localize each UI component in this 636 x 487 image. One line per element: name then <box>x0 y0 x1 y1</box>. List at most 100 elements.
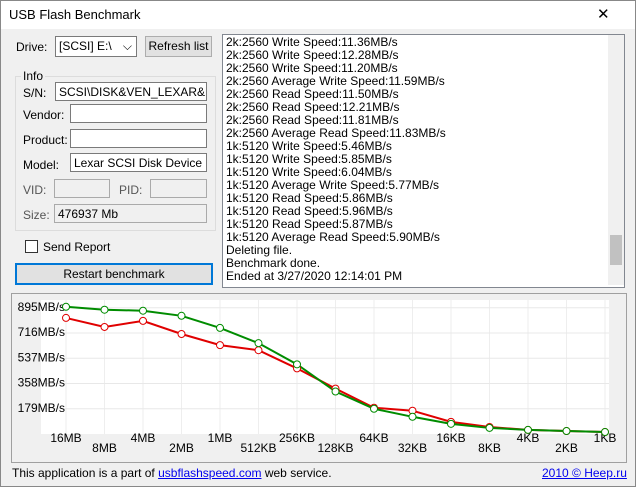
info-group <box>15 76 216 231</box>
refresh-button[interactable]: Refresh list <box>145 36 212 57</box>
x-tick-label: 256KB <box>279 431 315 445</box>
log-line: 2k:2560 Average Write Speed:11.59MB/s <box>226 74 445 88</box>
y-tick-label: 895MB/s <box>18 300 65 314</box>
vid-field <box>54 179 110 198</box>
data-point <box>562 427 571 436</box>
x-tick-label: 64KB <box>359 431 388 445</box>
x-tick-label: 1MB <box>208 431 233 445</box>
log-line: Benchmark done. <box>226 256 321 270</box>
credit-link[interactable]: 2010 © Heep.ru <box>542 466 627 480</box>
data-point <box>447 419 455 428</box>
data-point <box>524 425 532 434</box>
y-tick-label: 716MB/s <box>18 325 65 339</box>
title-bar <box>1 1 635 29</box>
data-point <box>100 305 109 314</box>
log-line: 1k:5120 Average Read Speed:5.90MB/s <box>226 230 440 244</box>
data-point <box>408 412 417 421</box>
chart: 179MB/s 358MB/s 537MB/s 716MB/s 895MB/s 16MB 8… <box>11 293 627 463</box>
data-point <box>254 339 263 348</box>
scroll-thumb[interactable] <box>610 235 622 265</box>
size-field: 476937 Mb <box>54 204 207 223</box>
data-point <box>601 428 609 437</box>
x-tick-label: 16MB <box>50 431 81 445</box>
dropdown-arrow: ⌵ <box>122 39 132 53</box>
x-tick-label: 2KB <box>555 441 578 455</box>
send-report-checkbox[interactable] <box>25 240 38 253</box>
x-tick-label: 512KB <box>240 441 276 455</box>
model-field[interactable]: Lexar SCSI Disk Device <box>70 153 207 172</box>
x-tick-label: 8KB <box>478 441 501 455</box>
product-label: Product: <box>23 133 68 147</box>
log-line: 1k:5120 Write Speed:6.04MB/s <box>226 165 392 179</box>
plot-area <box>41 300 609 434</box>
pid-label: PID: <box>119 183 143 197</box>
close-button[interactable]: ✕ <box>597 6 610 23</box>
data-point <box>370 404 378 413</box>
footer-after: web service. <box>264 466 332 480</box>
log-line: 1k:5120 Write Speed:5.46MB/s <box>226 139 392 153</box>
restart-button[interactable]: Restart benchmark <box>15 263 213 285</box>
x-tick-label: 4KB <box>517 431 540 445</box>
data-point <box>62 313 70 322</box>
drive-value: [SCSI] E:\ <box>59 39 112 53</box>
data-point <box>62 302 70 311</box>
log-line: 2k:2560 Read Speed:11.81MB/s <box>226 113 399 127</box>
log-box: 2k:2560 Write Speed:11.36MB/s 2k:2560 Wri… <box>222 34 625 288</box>
send-report-label[interactable]: Send Report <box>43 240 111 254</box>
log-line: 1k:5120 Write Speed:5.85MB/s <box>226 152 392 166</box>
window-title: USB Flash Benchmark <box>9 7 141 22</box>
x-tick-label: 2MB <box>169 441 194 455</box>
y-tick-label: 358MB/s <box>18 376 65 390</box>
drive-select[interactable]: [SCSI] E:\ ⌵ <box>55 36 137 57</box>
data-point <box>139 306 147 315</box>
log-line: 2k:2560 Write Speed:11.36MB/s <box>226 35 398 49</box>
x-tick-label: 128KB <box>317 441 353 455</box>
sn-field[interactable]: SCSI\DISK&VEN_LEXAR&PRO <box>55 82 207 101</box>
data-point <box>293 360 301 369</box>
model-label: Model: <box>23 158 60 172</box>
log-line: 1k:5120 Average Write Speed:5.77MB/s <box>226 178 440 192</box>
log-line: 1k:5120 Read Speed:5.96MB/s <box>226 204 393 218</box>
product-field[interactable] <box>70 129 207 148</box>
data-point <box>177 329 186 338</box>
x-tick-label: 16KB <box>436 431 465 445</box>
y-tick-label: 537MB/s <box>18 350 65 364</box>
log-line: 2k:2560 Write Speed:12.28MB/s <box>226 48 399 62</box>
data-point <box>100 322 109 331</box>
log-line: 1k:5120 Read Speed:5.86MB/s <box>226 191 393 205</box>
data-point <box>177 311 186 320</box>
site-link[interactable]: usbflashspeed.com <box>158 466 262 480</box>
size-label: Size: <box>23 208 50 222</box>
footer-text: This application is a part of usbflashsp… <box>12 466 332 480</box>
vid-label: VID: <box>23 183 47 197</box>
log-line: Deleting file. <box>226 243 293 257</box>
data-point <box>216 323 224 332</box>
scrollbar[interactable] <box>608 35 624 285</box>
x-tick-label: 8MB <box>92 441 117 455</box>
data-point <box>139 316 147 325</box>
x-tick-label: 32KB <box>398 441 427 455</box>
footer-before: This application is a part of <box>12 466 155 480</box>
y-tick-label: 179MB/s <box>18 401 65 415</box>
vendor-label: Vendor: <box>23 108 65 122</box>
drive-label: Drive: <box>16 40 48 54</box>
data-point <box>254 346 263 355</box>
x-tick-label: 4MB <box>131 431 156 445</box>
x-tick-label: 1KB <box>594 431 617 445</box>
info-title: Info <box>21 69 46 83</box>
credit: 2010 © Heep.ru <box>542 466 627 480</box>
log-lines: 2k:2560 Write Speed:11.36MB/s 2k:2560 Wri… <box>226 36 446 283</box>
log-line: 2k:2560 Read Speed:12.21MB/s <box>226 100 400 114</box>
log-line: 2k:2560 Write Speed:11.20MB/s <box>226 61 398 75</box>
data-point <box>331 387 340 396</box>
data-point <box>216 341 224 350</box>
sn-label: S/N: <box>23 86 47 100</box>
pid-field <box>150 179 207 198</box>
log-line: 2k:2560 Read Speed:11.50MB/s <box>226 87 399 101</box>
data-point <box>485 423 494 432</box>
vendor-field[interactable] <box>70 104 207 123</box>
log-line: 1k:5120 Read Speed:5.87MB/s <box>226 217 393 231</box>
log-line: Ended at 3/27/2020 12:14:01 PM <box>226 269 403 283</box>
log-line: 2k:2560 Average Read Speed:11.83MB/s <box>226 126 446 140</box>
